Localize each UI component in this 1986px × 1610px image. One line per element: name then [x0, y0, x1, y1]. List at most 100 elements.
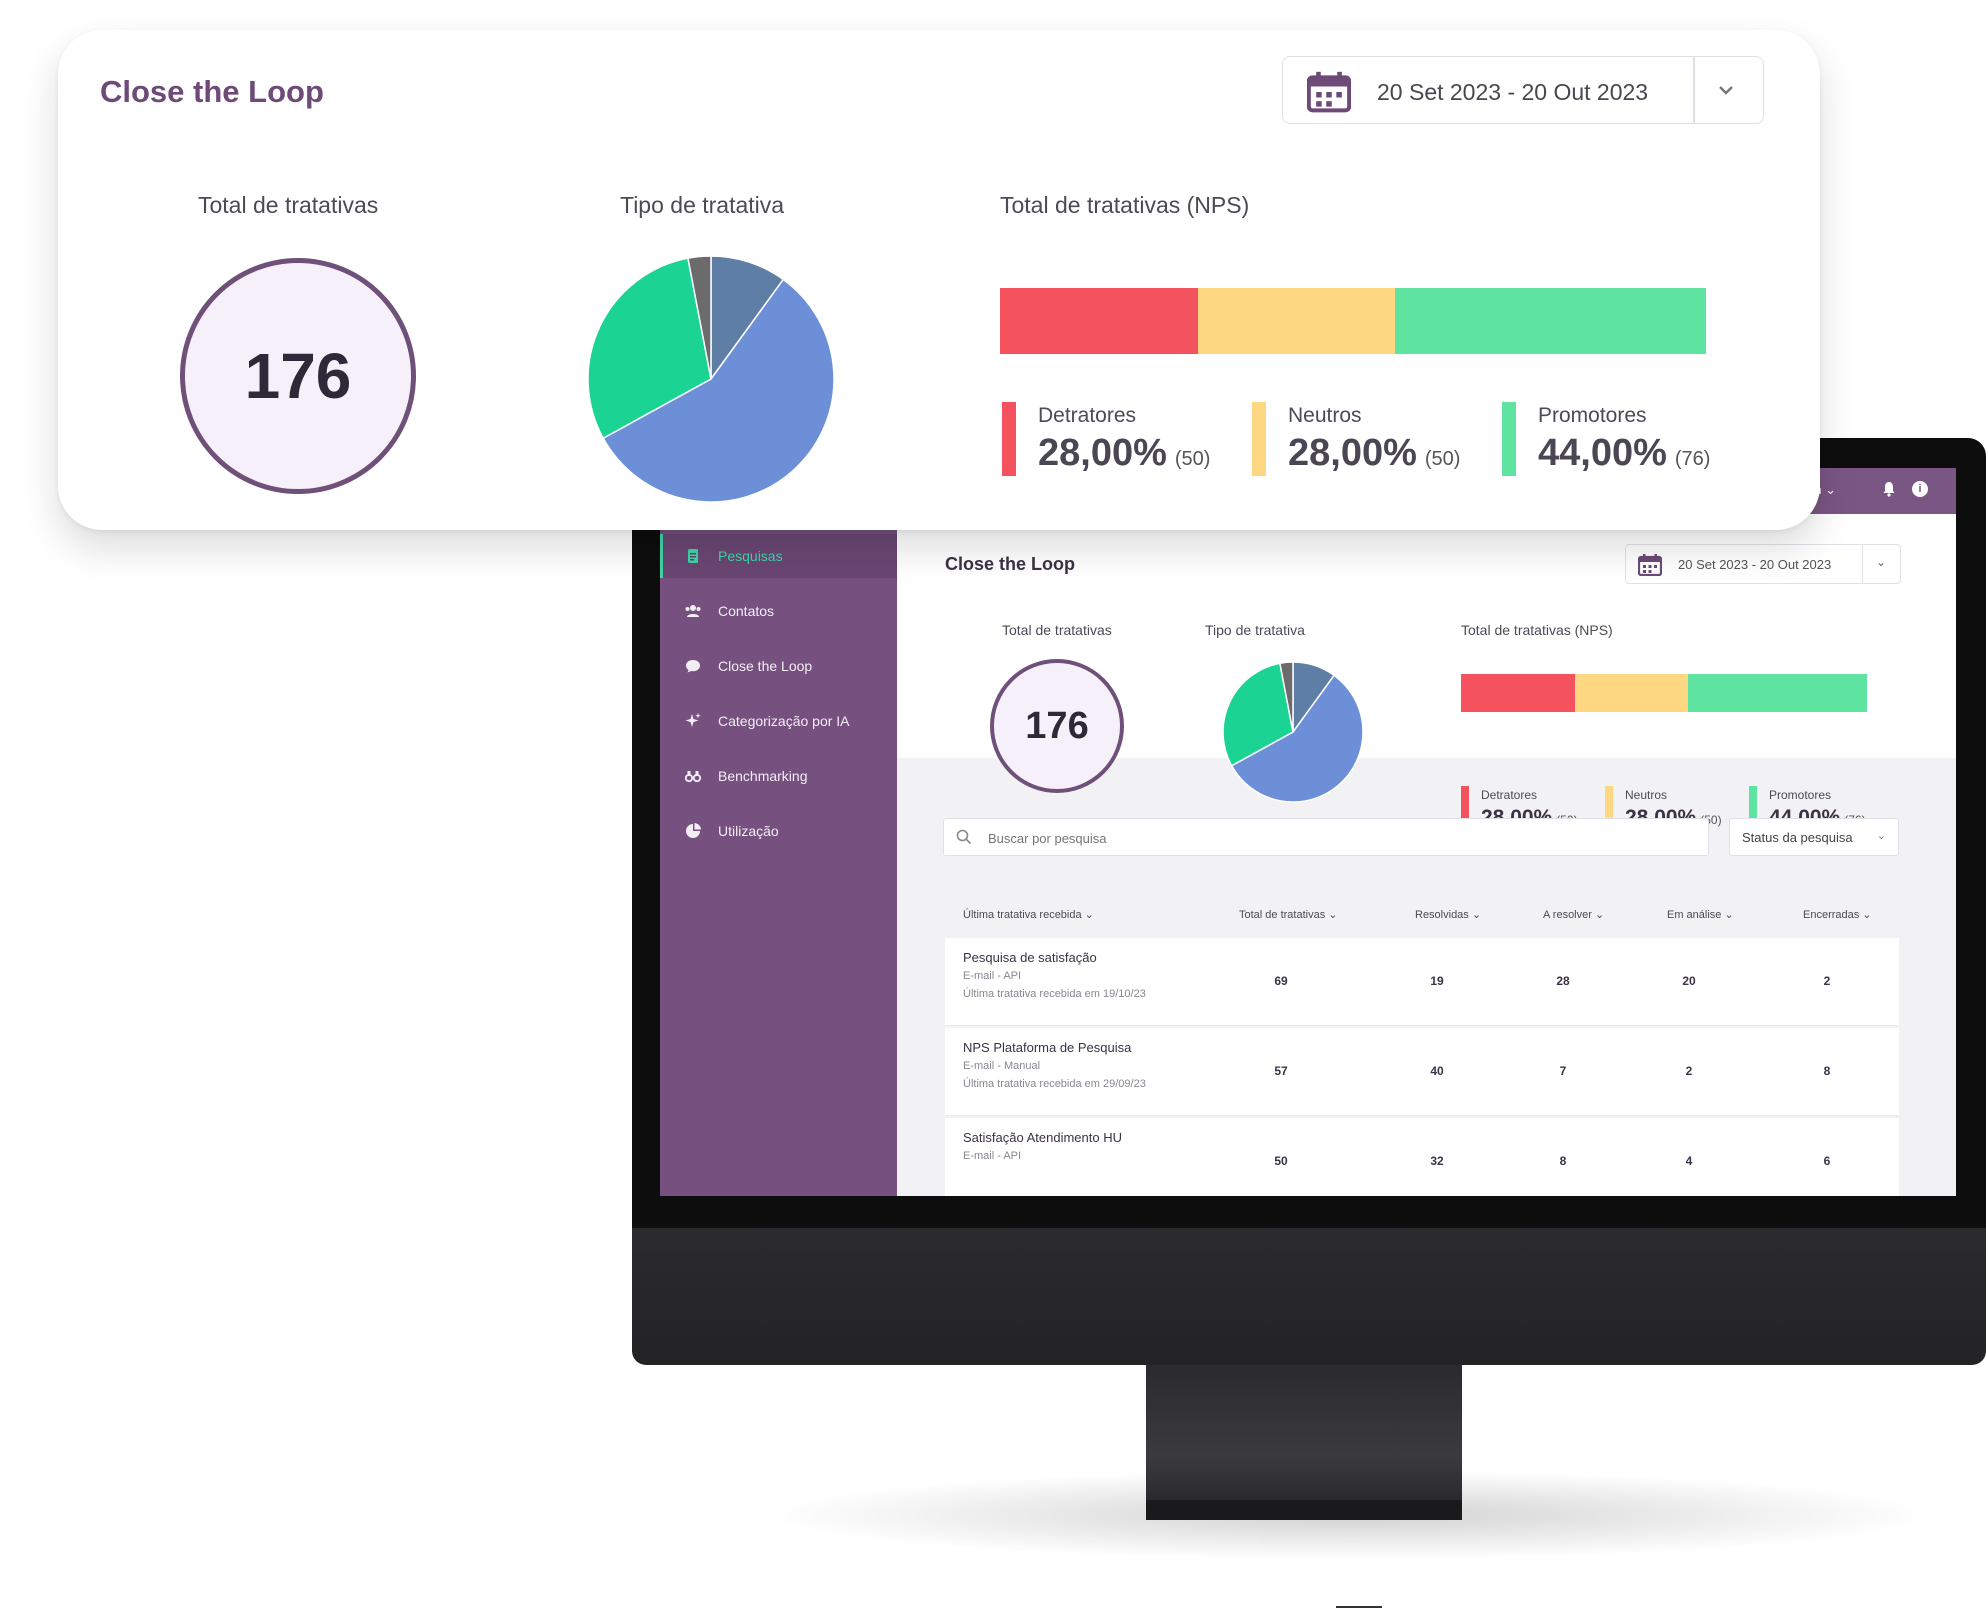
search-input[interactable]	[988, 827, 1588, 849]
legend-swatch	[1749, 786, 1757, 830]
pie-slice	[1279, 661, 1294, 733]
total-heading: Total de tratativas	[198, 192, 379, 218]
document-icon	[684, 547, 702, 565]
legend-label: Promotores	[1769, 788, 1832, 802]
column-header[interactable]: Última tratativa recebida ⌄	[963, 909, 1094, 921]
search-box[interactable]	[943, 818, 1709, 856]
chevron-down-icon[interactable]: ⌄	[1876, 555, 1887, 569]
date-range-text: 20 Set 2023 - 20 Out 2023	[1377, 79, 1649, 105]
pie-chart-icon	[684, 822, 702, 840]
legend-count: (50)	[1424, 448, 1461, 470]
card-title: Close the Loop	[100, 74, 324, 109]
nps-segment-detratores	[1000, 288, 1198, 354]
survey-channel: E-mail - API	[963, 970, 1022, 982]
bell-icon[interactable]	[1882, 481, 1896, 497]
survey-channel: E-mail - API	[963, 1150, 1022, 1162]
legend-value: 28,00% (50)	[1038, 432, 1210, 475]
legend-label: Detratores	[1481, 788, 1538, 802]
sidebar-item-contatos[interactable]: Contatos	[660, 589, 897, 633]
cell-encerradas: 2	[1823, 974, 1831, 988]
cell-resolvidas: 19	[1430, 974, 1444, 988]
legend-swatch	[1002, 402, 1016, 476]
binoculars-icon	[684, 767, 702, 785]
pie-slice	[587, 257, 712, 440]
cell-a-resolver: 28	[1556, 974, 1570, 988]
legend-swatch	[1605, 786, 1613, 830]
calendar-icon	[1307, 71, 1351, 113]
chevron-down-icon[interactable]	[1713, 77, 1739, 103]
date-range-text: 20 Set 2023 - 20 Out 2023	[1678, 557, 1832, 572]
sidebar-item-label: Contatos	[718, 603, 775, 619]
nps-segment-neutros	[1574, 674, 1689, 712]
sidebar-item-benchmarking[interactable]: Benchmarking	[660, 754, 897, 798]
monitor-chin	[632, 1225, 1986, 1365]
legend-value: 44,00% (76)	[1538, 432, 1710, 475]
sparkle-icon	[684, 712, 702, 730]
cell-total: 57	[1274, 1064, 1288, 1078]
pie-slice	[602, 278, 835, 503]
legend-label: Promotores	[1538, 404, 1647, 427]
pie-slice	[687, 255, 712, 380]
cell-total: 69	[1274, 974, 1288, 988]
table-row[interactable]: NPS Plataforma de Pesquisa E-mail - Manu…	[945, 1028, 1899, 1116]
total-heading: Total de tratativas	[1002, 622, 1112, 638]
legend-swatch	[1252, 402, 1266, 476]
status-filter-select[interactable]: Status da pesquisa ⌄	[1729, 818, 1899, 856]
table-row[interactable]: Pesquisa de satisfação E-mail - API Últi…	[945, 938, 1899, 1026]
search-icon	[956, 829, 972, 845]
pie-slice	[1222, 662, 1294, 767]
nps-stacked-bar	[1000, 288, 1706, 354]
monitor-screen: an ⌄ i Pesquisas Contatos	[660, 468, 1956, 1196]
nps-segment-promotores	[1395, 288, 1706, 354]
status-filter-label: Status da pesquisa	[1742, 830, 1853, 845]
legend-swatch	[1461, 786, 1469, 830]
cell-encerradas: 8	[1823, 1064, 1831, 1078]
nps-stacked-bar-small	[1461, 674, 1867, 712]
sidebar-item-label: Close the Loop	[718, 658, 813, 674]
legend-count: (76)	[1674, 448, 1711, 470]
users-icon	[684, 602, 702, 620]
cell-em-analise: 2	[1685, 1064, 1693, 1078]
close-the-loop-card: Close the Loop 20 Set 2023 - 20 Out 2023…	[58, 30, 1820, 530]
sidebar-item-label: Categorização por IA	[718, 713, 850, 729]
nps-segment-detratores	[1461, 674, 1575, 712]
total-circle: 176	[990, 659, 1124, 793]
survey-name: Pesquisa de satisfação	[963, 950, 1097, 965]
cell-em-analise: 4	[1685, 1154, 1693, 1168]
sidebar-item-label: Pesquisas	[718, 548, 783, 564]
table-row[interactable]: Satisfação Atendimento HU E-mail - API 5…	[945, 1118, 1899, 1196]
column-header[interactable]: Encerradas ⌄	[1803, 909, 1872, 921]
date-range-picker[interactable]: 20 Set 2023 - 20 Out 2023 ⌄	[1625, 544, 1901, 584]
sidebar-item-utilizacao[interactable]: Utilização	[660, 809, 897, 853]
sidebar-item-close-the-loop[interactable]: Close the Loop	[660, 644, 897, 688]
sidebar-item-label: Utilização	[718, 823, 779, 839]
sidebar-item-pesquisas[interactable]: Pesquisas	[660, 534, 897, 578]
nps-segment-promotores	[1688, 674, 1867, 712]
info-icon[interactable]: i	[1912, 481, 1928, 497]
divider	[1336, 1606, 1382, 1608]
nps-heading: Total de tratativas (NPS)	[1000, 192, 1250, 218]
survey-last: Última tratativa recebida em 19/10/23	[963, 988, 1146, 1000]
monitor-stand-foot	[1146, 1500, 1462, 1520]
column-header[interactable]: Em análise ⌄	[1667, 909, 1734, 921]
pie-slice	[1230, 674, 1364, 803]
cell-a-resolver: 7	[1559, 1064, 1567, 1078]
column-header[interactable]: Resolvidas ⌄	[1415, 909, 1482, 921]
legend-count: (50)	[1174, 448, 1211, 470]
cell-total: 50	[1274, 1154, 1288, 1168]
pie-slice	[710, 255, 785, 382]
cell-resolvidas: 40	[1430, 1064, 1444, 1078]
total-circle: 176	[180, 258, 416, 494]
legend-label: Detratores	[1038, 404, 1137, 427]
divider	[1693, 57, 1695, 123]
survey-last: Última tratativa recebida em 29/09/23	[963, 1078, 1146, 1090]
legend-percent: 28,00%	[1288, 432, 1417, 474]
nps-heading: Total de tratativas (NPS)	[1461, 622, 1613, 638]
column-header[interactable]: Total de tratativas ⌄	[1239, 909, 1338, 921]
column-header[interactable]: A resolver ⌄	[1543, 909, 1605, 921]
divider	[1862, 545, 1863, 583]
chevron-down-icon: ⌄	[1876, 830, 1886, 842]
sidebar-item-categorizacao[interactable]: Categorização por IA	[660, 699, 897, 743]
date-range-picker[interactable]: 20 Set 2023 - 20 Out 2023	[1282, 56, 1764, 124]
